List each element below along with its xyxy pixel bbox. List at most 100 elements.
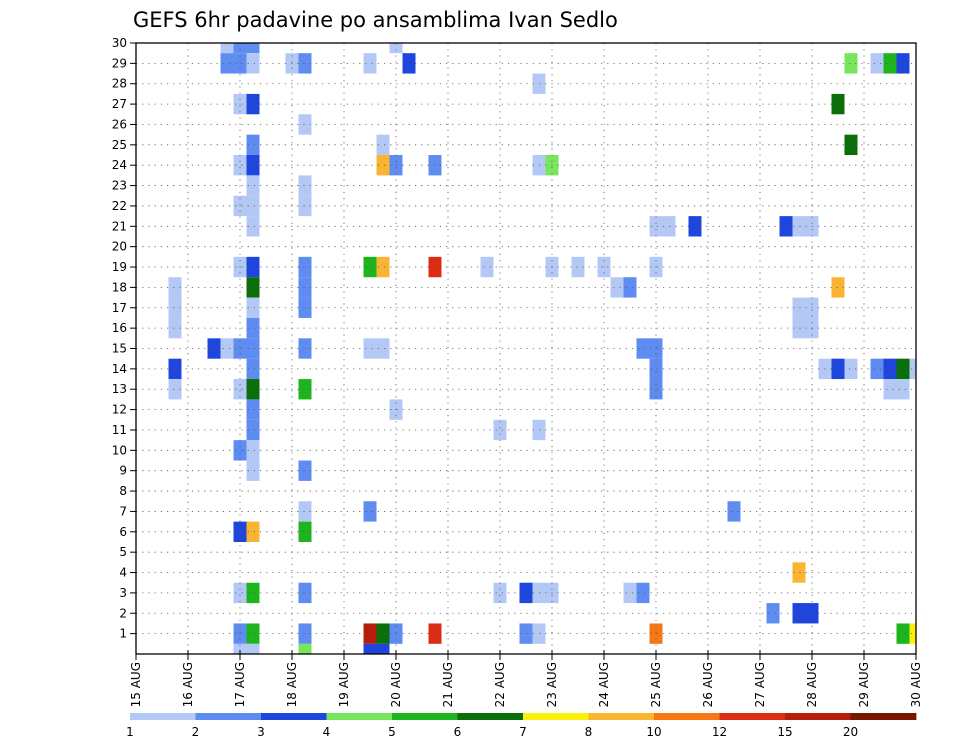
legend-swatch — [457, 713, 524, 720]
heatmap-cell — [831, 358, 845, 380]
y-tick-label: 18 — [112, 280, 127, 294]
y-tick-label: 2 — [119, 606, 127, 620]
heatmap-cell — [298, 114, 312, 135]
heatmap-cell — [831, 93, 845, 115]
heatmap-cell — [636, 338, 650, 359]
heatmap-cell — [298, 623, 312, 644]
y-tick-label: 5 — [119, 545, 127, 559]
x-tick-label: 22 AUG — [493, 662, 507, 707]
y-tick-label: 7 — [119, 504, 127, 518]
legend-label: 8 — [585, 725, 593, 739]
heatmap-cell — [649, 623, 663, 644]
heatmap-cell — [168, 358, 182, 380]
heatmap-cell — [246, 358, 260, 380]
legend-label: 12 — [712, 725, 727, 739]
heatmap-cell — [883, 53, 897, 74]
x-tick-label: 21 AUG — [441, 662, 455, 707]
y-tick-label: 23 — [112, 179, 127, 193]
heatmap-cell — [376, 256, 390, 278]
heatmap-cell — [363, 256, 377, 278]
heatmap-cells — [168, 43, 916, 654]
legend-label: 7 — [519, 725, 527, 739]
heatmap-cell — [428, 623, 442, 644]
heatmap-cell — [233, 338, 247, 359]
heatmap-cell — [376, 338, 390, 359]
heatmap-cell — [233, 379, 247, 400]
y-tick-label: 20 — [112, 240, 127, 254]
x-tick-label: 17 AUG — [233, 662, 247, 707]
legend-label: 20 — [843, 725, 858, 739]
legend-swatch — [326, 713, 393, 720]
heatmap-cell — [623, 277, 637, 298]
heatmap-cell — [649, 358, 663, 380]
heatmap-cell — [246, 338, 260, 359]
x-tick-label: 24 AUG — [597, 662, 611, 707]
heatmap-cell — [571, 256, 585, 278]
legend-label: 1 — [126, 725, 134, 739]
heatmap-cell — [649, 338, 663, 359]
heatmap-cell — [389, 43, 403, 54]
heatmap-cell — [493, 582, 507, 604]
heatmap-cell — [246, 623, 260, 644]
y-tick-label: 14 — [112, 362, 127, 376]
legend-label: 4 — [323, 725, 331, 739]
heatmap-cell — [792, 216, 806, 237]
heatmap-cell — [636, 582, 650, 604]
heatmap-cell — [246, 195, 260, 217]
heatmap-cell — [246, 256, 260, 278]
heatmap-cell — [207, 338, 221, 359]
grid-lines — [136, 43, 916, 654]
heatmap-cell — [298, 256, 312, 278]
x-tick-label: 27 AUG — [753, 662, 767, 707]
y-tick-label: 8 — [119, 484, 127, 498]
legend-label: 6 — [454, 725, 462, 739]
heatmap-cell — [246, 43, 260, 54]
heatmap-cell — [298, 338, 312, 359]
heatmap-cell — [870, 358, 884, 380]
axes: 1234567891011121314151617181920212223242… — [112, 36, 923, 707]
heatmap-cell — [519, 582, 533, 604]
heatmap-cell — [246, 297, 260, 318]
heatmap-cell — [376, 643, 390, 654]
heatmap-cell — [389, 623, 403, 644]
heatmap-cell — [246, 440, 260, 461]
heatmap-cell — [844, 134, 858, 156]
heatmap-cell — [233, 521, 247, 542]
heatmap-cell — [519, 623, 533, 644]
heatmap-cell — [298, 521, 312, 542]
heatmap-cell — [428, 256, 442, 278]
heatmap-cell — [246, 93, 260, 115]
legend-swatch — [523, 713, 589, 720]
y-tick-label: 16 — [112, 321, 127, 335]
heatmap-cell — [896, 623, 910, 644]
heatmap-cell — [246, 399, 260, 420]
heatmap-cell — [363, 338, 377, 359]
heatmap-cell — [870, 53, 884, 74]
y-tick-label: 25 — [112, 138, 127, 152]
heatmap-cell — [428, 155, 442, 176]
heatmap-cell — [168, 277, 182, 298]
heatmap-cell — [493, 419, 507, 441]
heatmap-cell — [363, 623, 377, 644]
heatmap-cell — [233, 643, 247, 654]
heatmap-cell — [896, 379, 910, 400]
heatmap-cell — [298, 277, 312, 298]
heatmap-cell — [168, 379, 182, 400]
heatmap-cell — [233, 155, 247, 176]
heatmap-cell — [233, 440, 247, 461]
x-tick-label: 20 AUG — [389, 662, 403, 707]
heatmap-cell — [792, 562, 806, 583]
heatmap-cell — [883, 358, 897, 380]
y-tick-label: 19 — [112, 260, 127, 274]
color-legend: 1 2 3 4 5 6 7 8 10 12 15 20 — [126, 713, 917, 739]
heatmap-cell — [233, 93, 247, 115]
heatmap-cell — [246, 379, 260, 400]
heatmap-cell — [649, 379, 663, 400]
heatmap-cell — [246, 643, 260, 654]
heatmap-cell — [246, 53, 260, 74]
heatmap-cell — [727, 501, 741, 522]
legend-swatch — [785, 713, 851, 720]
y-tick-label: 17 — [112, 301, 127, 315]
y-tick-label: 3 — [119, 586, 127, 600]
